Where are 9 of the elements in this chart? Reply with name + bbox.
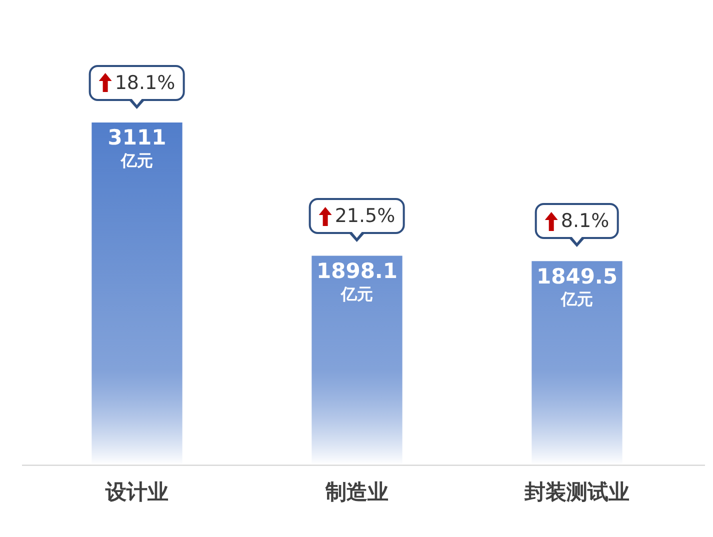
annotation: 18.1% <box>114 72 176 94</box>
data-label: 1849.5 亿元 <box>536 264 618 309</box>
x-tick-label: 制造业 <box>324 480 388 504</box>
data-label: 1898.1 亿元 <box>316 259 398 304</box>
annotation: 21.5% <box>334 205 396 228</box>
annotation: 8.1% <box>560 210 610 232</box>
x-tick-label: 设计业 <box>104 480 168 504</box>
x-tick-label: 封装测试业 <box>524 480 630 504</box>
data-label: 3111 亿元 <box>108 126 166 170</box>
